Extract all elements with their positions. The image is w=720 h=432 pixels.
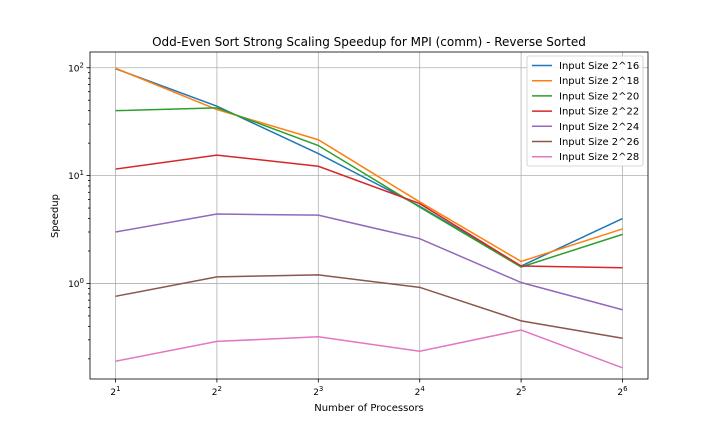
y-axis-label: Speedup: [50, 194, 61, 238]
legend-entry-7: Input Size 2^28: [559, 152, 639, 163]
legend-box: [526, 55, 644, 167]
legend-entry-3: Input Size 2^20: [559, 91, 639, 102]
x-axis-label: Number of Processors: [314, 403, 424, 414]
legend-entry-5: Input Size 2^24: [559, 122, 639, 133]
series-line-1: [115, 68, 623, 267]
x-tick-label: 24: [415, 385, 426, 398]
chart-title: Odd-Even Sort Strong Scaling Speedup for…: [152, 35, 586, 49]
x-tick-label: 26: [617, 385, 628, 398]
x-tick-label: 25: [516, 385, 526, 398]
x-tick-label: 22: [212, 385, 222, 398]
series-line-6: [115, 274, 623, 340]
y-tick-label: 102: [68, 61, 84, 74]
series-layer: [115, 67, 623, 369]
legend-entry-1: Input Size 2^16: [559, 61, 639, 72]
legend-entry-4: Input Size 2^22: [559, 107, 639, 118]
legend-entry-2: Input Size 2^18: [559, 76, 639, 87]
series-line-5: [115, 213, 623, 311]
y-tick-label: 100: [68, 277, 84, 290]
y-tick-label: 101: [68, 169, 84, 182]
legend: Input Size 2^16 Input Size 2^18 Input Size…: [526, 55, 644, 167]
series-line-4: [115, 154, 623, 269]
x-tick-label: 21: [110, 385, 120, 398]
plot-frame: [89, 51, 649, 380]
series-line-2: [115, 67, 623, 263]
tick-layer: 21 22 23 24 25 26 100 101 102: [68, 61, 628, 398]
legend-entry-6: Input Size 2^26: [559, 137, 639, 148]
x-tick-label: 23: [313, 385, 323, 398]
series-line-7: [115, 329, 623, 369]
series-line-3: [115, 107, 623, 268]
